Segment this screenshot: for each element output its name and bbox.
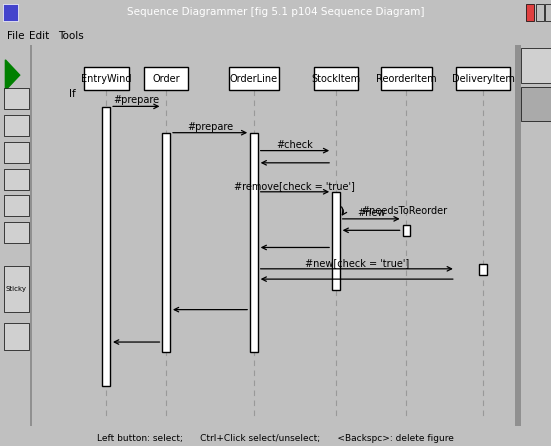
Text: ReorderItem: ReorderItem <box>376 74 437 83</box>
Bar <box>3 115 29 136</box>
Bar <box>332 192 340 290</box>
Bar <box>381 67 432 90</box>
Text: OrderLine: OrderLine <box>230 74 278 83</box>
Bar <box>479 264 487 275</box>
Text: StockItem: StockItem <box>311 74 360 83</box>
Bar <box>30 45 31 426</box>
Bar <box>314 67 358 90</box>
Text: #remove[check = 'true']: #remove[check = 'true'] <box>235 181 355 191</box>
Text: Tools: Tools <box>58 31 84 41</box>
Bar <box>3 142 29 163</box>
Bar <box>3 323 29 350</box>
Text: #prepare: #prepare <box>187 122 233 132</box>
Text: File: File <box>7 31 24 41</box>
Bar <box>403 225 410 236</box>
Text: #check: #check <box>277 140 314 149</box>
Bar <box>515 45 521 426</box>
Text: #new: #new <box>357 208 385 218</box>
Bar <box>456 67 510 90</box>
Bar <box>144 67 188 90</box>
Bar <box>102 107 110 386</box>
Bar <box>163 133 170 351</box>
Bar <box>3 222 29 243</box>
Text: #new[check = 'true']: #new[check = 'true'] <box>305 258 409 268</box>
Text: #prepare: #prepare <box>113 95 159 105</box>
Bar <box>545 4 551 21</box>
Text: Edit: Edit <box>29 31 49 41</box>
Text: EntryWind: EntryWind <box>81 74 132 83</box>
Text: Sequence Diagrammer [fig 5.1 p104 Sequence Diagram]: Sequence Diagrammer [fig 5.1 p104 Sequen… <box>127 7 424 17</box>
Bar <box>521 87 551 121</box>
Text: #needsToReorder: #needsToReorder <box>361 206 447 216</box>
Bar <box>3 88 29 109</box>
Text: Order: Order <box>153 74 180 83</box>
Text: Sticky: Sticky <box>6 285 26 292</box>
Bar <box>521 49 551 83</box>
Bar <box>3 266 29 311</box>
Bar <box>229 67 279 90</box>
Bar <box>3 195 29 216</box>
Bar <box>3 169 29 190</box>
Text: lf: lf <box>69 89 75 99</box>
Bar <box>526 4 534 21</box>
Bar <box>250 133 258 351</box>
Text: DeliveryItem: DeliveryItem <box>452 74 515 83</box>
Bar <box>84 67 128 90</box>
Polygon shape <box>6 60 20 91</box>
Bar <box>3 4 18 21</box>
Text: Left button: select;      Ctrl+Click select/unselect;      <Backspc>: delete fig: Left button: select; Ctrl+Click select/u… <box>97 434 454 443</box>
Bar <box>536 4 544 21</box>
